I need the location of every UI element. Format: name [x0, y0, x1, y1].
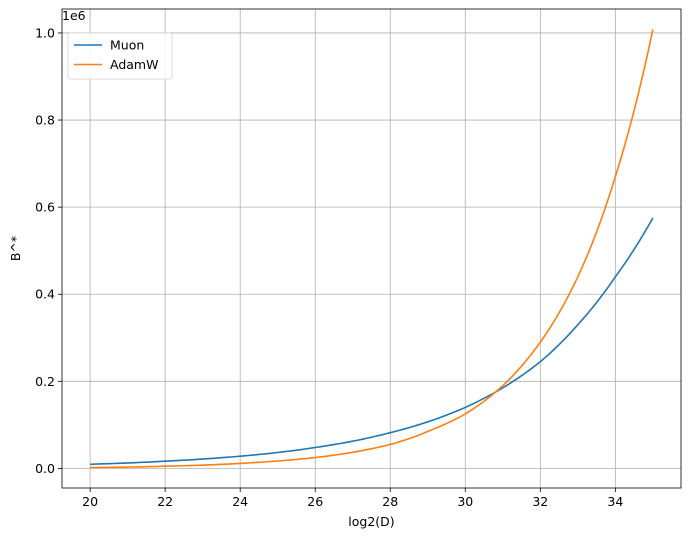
- x-axis: 20 22 24 26 28 30 32 34: [82, 488, 623, 509]
- x-tick-label: 22: [157, 494, 173, 509]
- x-tick-label: 34: [607, 494, 623, 509]
- x-tick-label: 32: [532, 494, 548, 509]
- plot-frame: [61, 8, 682, 489]
- y-tick-label: 0.0: [35, 461, 55, 476]
- legend-label-adamw: AdamW: [110, 57, 158, 72]
- y-axis: 0.0 0.2 0.4 0.6 0.8 1.0: [35, 25, 62, 476]
- x-tick-label: 28: [382, 494, 398, 509]
- y-tick-label: 0.2: [35, 374, 55, 389]
- series-line-adamw: [90, 29, 654, 469]
- y-tick-label: 0.6: [35, 200, 55, 215]
- y-tick-label: 0.4: [35, 287, 55, 302]
- x-tick-label: 20: [82, 494, 98, 509]
- x-axis-label: log2(D): [348, 514, 394, 529]
- legend-label-muon: Muon: [110, 38, 144, 53]
- x-tick-label: 26: [307, 494, 323, 509]
- y-tick-label: 0.8: [35, 113, 55, 128]
- y-axis-label: B^*: [8, 236, 23, 261]
- grid: [62, 9, 681, 488]
- y-tick-label: 1.0: [35, 25, 55, 40]
- y-offset-text: 1e6: [62, 8, 86, 23]
- series-layer: [90, 29, 654, 469]
- legend: Muon AdamW: [67, 32, 173, 80]
- x-tick-label: 24: [232, 494, 248, 509]
- series-line-muon: [90, 217, 654, 466]
- x-tick-label: 30: [457, 494, 473, 509]
